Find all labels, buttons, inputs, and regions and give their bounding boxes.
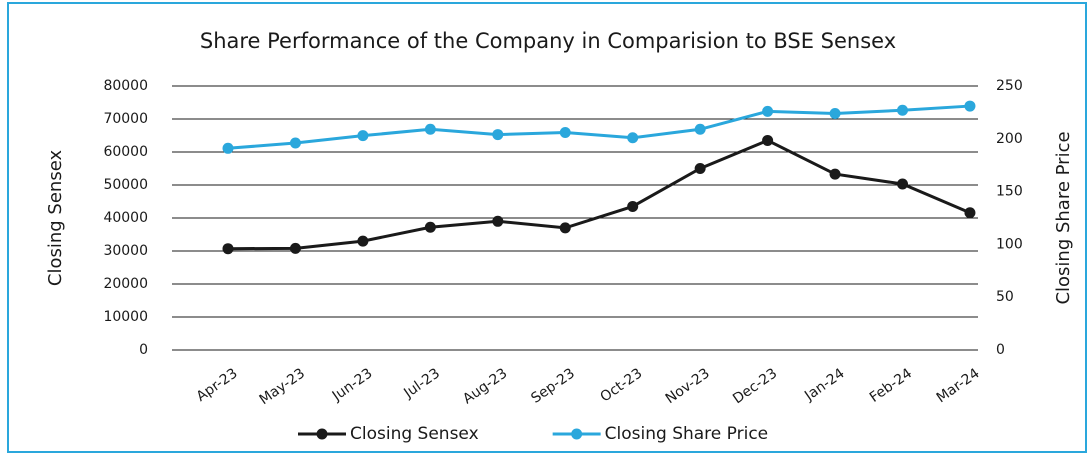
y2-axis-title: Closing Share Price (1053, 131, 1074, 304)
data-point (222, 243, 234, 255)
x-tick-label: Nov-23 (663, 365, 713, 407)
frame (7, 2, 1087, 453)
y-tick-label: 40000 (103, 210, 148, 226)
y2-tick-label: 0 (996, 342, 1005, 358)
y-axis-title: Closing Sensex (45, 150, 66, 287)
x-tick-label: Feb-24 (867, 365, 915, 405)
data-point (289, 137, 301, 149)
y-tick-label: 20000 (103, 276, 148, 292)
data-point (762, 105, 774, 117)
data-point (424, 221, 436, 233)
legend-label: Closing Sensex (350, 424, 479, 444)
y-tick-label: 30000 (103, 243, 148, 259)
y-tick-label: 60000 (103, 144, 148, 160)
y2-tick-label: 150 (996, 184, 1023, 200)
y-tick-label: 50000 (103, 177, 148, 193)
data-point (627, 200, 639, 212)
x-tick-label: Mar-24 (934, 365, 983, 406)
x-tick-label: Jan-24 (801, 365, 847, 404)
y-tick-label: 0 (139, 342, 148, 358)
legend-label: Closing Share Price (605, 424, 768, 444)
data-point (829, 168, 841, 180)
x-tick-label: May-23 (257, 365, 308, 408)
y2-tick-label: 250 (996, 78, 1023, 94)
data-point (964, 207, 976, 219)
x-tick-label: Sep-23 (528, 365, 578, 406)
data-point (627, 132, 639, 144)
y2-tick-label: 100 (996, 236, 1023, 252)
data-point (829, 107, 841, 119)
x-tick-label: Jul-23 (400, 365, 443, 401)
data-point (897, 178, 908, 190)
x-tick-label: Apr-23 (194, 365, 241, 405)
data-point (964, 100, 976, 112)
x-tick-label: Dec-23 (730, 365, 780, 407)
legend-marker (316, 428, 328, 440)
x-tick-label: Oct-23 (598, 365, 646, 405)
data-point (559, 126, 571, 138)
data-point (694, 123, 706, 135)
data-point (492, 129, 504, 141)
y-tick-label: 70000 (103, 111, 148, 127)
y-tick-label: 10000 (103, 309, 148, 325)
legend-marker (571, 428, 583, 440)
y2-tick-label: 200 (996, 131, 1023, 147)
x-tick-label: Jun-23 (329, 365, 376, 404)
y2-tick-label: 50 (996, 289, 1014, 305)
data-point (357, 235, 369, 247)
data-point (424, 123, 436, 135)
data-point (559, 222, 571, 234)
y-tick-label: 80000 (103, 78, 148, 94)
x-tick-label: Aug-23 (460, 365, 510, 407)
series-line (227, 104, 971, 150)
data-point (762, 134, 774, 146)
data-point (222, 142, 234, 154)
data-point (357, 130, 369, 142)
series-line (227, 138, 971, 251)
chart-title: Share Performance of the Company in Comp… (200, 29, 896, 53)
data-point (897, 104, 908, 116)
data-point (289, 242, 301, 254)
data-point (694, 163, 706, 174)
data-point (492, 215, 504, 227)
